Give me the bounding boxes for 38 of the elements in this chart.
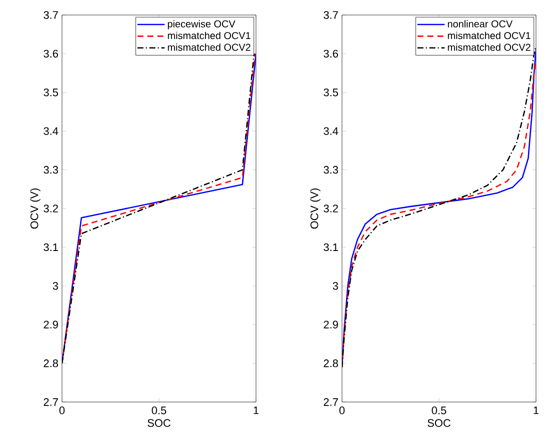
- y-tick-label: 3.5: [44, 88, 58, 96]
- y-axis-title: OCV (V): [310, 188, 320, 229]
- y-tick-label: 3.1: [324, 243, 338, 252]
- y-tick-label: 3: [332, 282, 338, 290]
- legend-label: mismatched OCV1: [448, 32, 530, 40]
- legend-label: piecewise OCV: [168, 20, 236, 30]
- y-tick-label: 2.9: [44, 320, 58, 328]
- y-tick-label: 2.9: [324, 320, 338, 328]
- y-tick-label: 3.7: [324, 11, 338, 19]
- x-tick-label: 0.5: [152, 406, 166, 414]
- y-tick-label: 2.8: [44, 359, 58, 368]
- x-tick-label: 1: [534, 406, 539, 414]
- legend-label: mismatched OCV1: [168, 32, 250, 40]
- y-tick-label: 2.7: [44, 398, 58, 406]
- y-tick-label: 3.6: [44, 50, 58, 58]
- y-tick-label: 3.3: [324, 166, 338, 174]
- y-tick-label: 2.8: [324, 359, 338, 368]
- legend-label: mismatched OCV2: [168, 44, 250, 51]
- y-axis-title: OCV (V): [30, 188, 40, 229]
- y-tick-label: 3.4: [44, 127, 58, 135]
- x-axis-title: SOC: [148, 419, 170, 427]
- x-axis-title: SOC: [428, 419, 450, 427]
- y-tick-label: 3.4: [324, 127, 338, 135]
- y-tick-label: 3.6: [324, 50, 338, 58]
- y-tick-label: 3.5: [324, 88, 338, 96]
- legend-label: mismatched OCV2: [448, 44, 530, 51]
- x-tick-label: 0: [339, 406, 345, 414]
- x-tick-label: 1: [254, 406, 259, 414]
- y-tick-label: 3.2: [324, 204, 338, 212]
- y-tick-label: 3: [52, 282, 58, 290]
- x-tick-label: 0.5: [432, 406, 446, 414]
- y-tick-label: 3.1: [44, 243, 58, 252]
- y-tick-label: 3.7: [44, 11, 58, 19]
- y-tick-label: 3.2: [44, 204, 58, 212]
- legend-label: nonlinear OCV: [448, 20, 513, 28]
- x-tick-label: 0: [59, 406, 65, 414]
- y-tick-label: 3.3: [44, 166, 58, 174]
- y-tick-label: 2.7: [324, 398, 338, 406]
